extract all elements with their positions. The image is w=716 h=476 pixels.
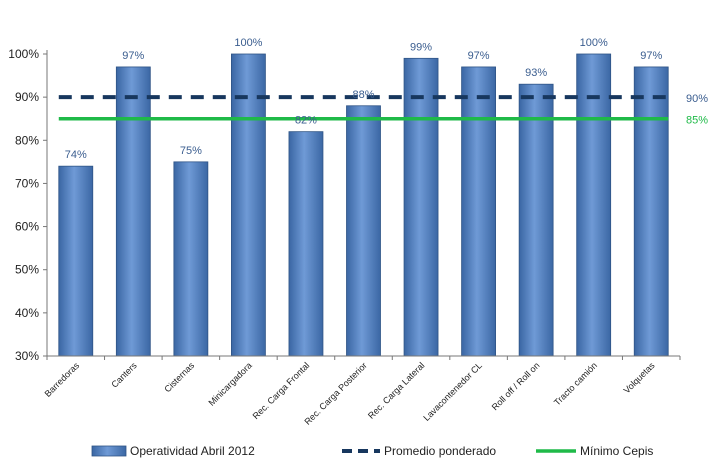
x-tick-label: Rec. Carga Frontal bbox=[251, 360, 312, 421]
bar-8 bbox=[518, 83, 554, 357]
y-tick-label: 80% bbox=[15, 133, 39, 147]
y-axis: 30% 40% 50% 60% 70% 80% 90% 100% bbox=[8, 47, 48, 363]
x-tick-label: Rec. Carga Lateral bbox=[366, 360, 426, 420]
bar-value-label: 88% bbox=[352, 89, 374, 101]
x-tick-label: Tracto camión bbox=[552, 360, 599, 407]
y-tick-label: 60% bbox=[15, 220, 39, 234]
x-tick-label: Barredoras bbox=[43, 360, 82, 399]
bar-10 bbox=[633, 66, 669, 357]
y-tick-label: 90% bbox=[15, 90, 39, 104]
bar-value-label: 97% bbox=[468, 50, 490, 62]
bar-5 bbox=[346, 105, 381, 357]
legend: Operatividad Abril 2012 Promedio ponderad… bbox=[91, 444, 653, 458]
promedio-ponderado-value: 90% bbox=[686, 93, 708, 105]
bar-0 bbox=[58, 165, 94, 357]
x-tick-label: Minicargadora bbox=[206, 360, 253, 407]
bar-9 bbox=[576, 53, 612, 357]
bar-value-label: 97% bbox=[640, 50, 662, 62]
minimo-cepis-value: 85% bbox=[686, 115, 708, 127]
bar-value-label: 99% bbox=[410, 41, 432, 53]
reference-lines: 90% 85% bbox=[58, 93, 708, 127]
y-tick-label: 70% bbox=[15, 176, 39, 190]
bar-value-label: 75% bbox=[180, 145, 202, 157]
bar-2 bbox=[173, 161, 209, 357]
bar-7 bbox=[461, 66, 496, 357]
x-tick-label: Volquetas bbox=[622, 360, 657, 395]
bar-value-label: 93% bbox=[525, 67, 547, 79]
y-tick-label: 100% bbox=[8, 47, 39, 61]
y-tick-label: 40% bbox=[15, 306, 39, 320]
bars bbox=[58, 53, 669, 357]
x-tick-label: Roll off / Roll on bbox=[490, 360, 542, 412]
y-tick-label: 50% bbox=[15, 263, 39, 277]
bar-4 bbox=[288, 131, 324, 357]
data-labels: 74% 97% 75% 100% 82% 88% 99% 97% 93% 100% 97% bbox=[65, 37, 663, 161]
bar-3 bbox=[231, 53, 266, 357]
bar-value-label: 82% bbox=[295, 115, 317, 127]
legend-label-operatividad: Operatividad Abril 2012 bbox=[130, 444, 255, 458]
legend-swatch-operatividad bbox=[91, 445, 127, 457]
x-axis: Barredoras Canters Cisternas MinicargadoraR… bbox=[43, 355, 681, 427]
bar-1 bbox=[115, 66, 151, 357]
bar-6 bbox=[403, 57, 439, 357]
bar-value-label: 100% bbox=[580, 37, 608, 49]
y-tick-label: 30% bbox=[15, 349, 39, 363]
x-tick-label: Cisternas bbox=[162, 360, 196, 394]
x-tick-label: Canters bbox=[109, 360, 139, 390]
bar-value-label: 97% bbox=[122, 50, 144, 62]
x-tick-label: Lavacontenedor CL bbox=[421, 360, 484, 423]
bar-value-label: 74% bbox=[65, 149, 87, 161]
x-tick-label: Rec. Carga Posterior bbox=[302, 360, 369, 427]
legend-label-minimo: Mínimo Cepis bbox=[580, 444, 653, 458]
bar-value-label: 100% bbox=[234, 37, 262, 49]
legend-label-promedio: Promedio ponderado bbox=[384, 444, 496, 458]
